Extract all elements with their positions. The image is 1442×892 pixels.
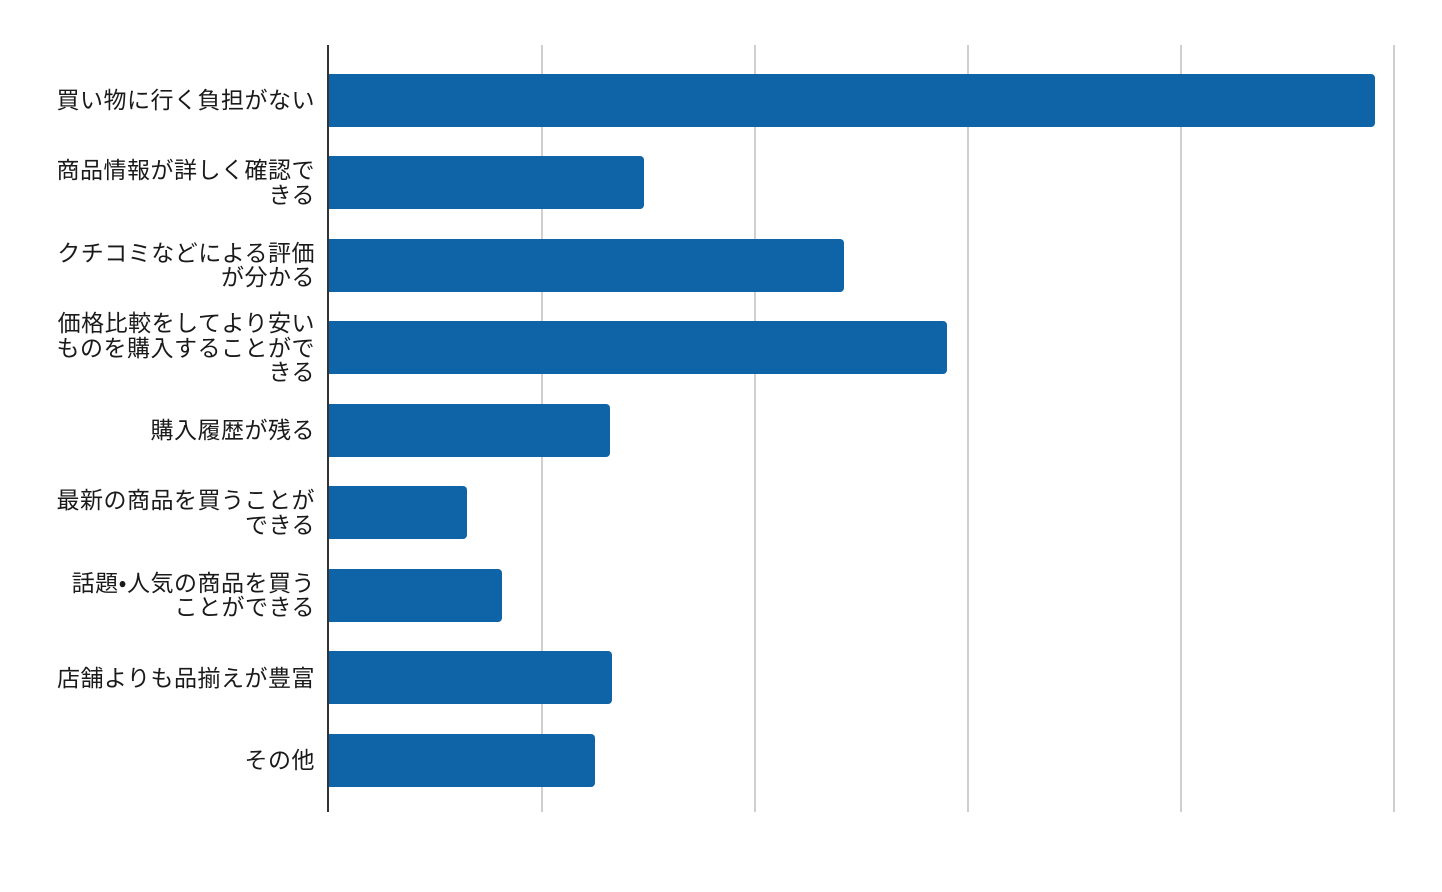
bar-row: 最新の商品を買うことが できる xyxy=(0,472,1394,555)
category-label: 話題・人気の商品を買う ことができる xyxy=(71,569,315,621)
category-label: 最新の商品を買うことが できる xyxy=(56,487,315,538)
gridline xyxy=(1393,45,1395,812)
bar-row: 価格比較をしてより安い ものを購入することがで きる xyxy=(0,307,1394,390)
bar-track xyxy=(329,554,1394,637)
bar-row: 話題・人気の商品を買う ことができる xyxy=(0,554,1394,637)
bar xyxy=(329,568,502,622)
bar xyxy=(329,486,468,540)
bar-row: 購入履歴が残る xyxy=(0,389,1394,472)
bar-track xyxy=(329,472,1394,555)
bar-row: 商品情報が詳しく確認で きる xyxy=(0,142,1394,225)
bar-track xyxy=(329,307,1394,390)
bar-track xyxy=(329,719,1394,802)
bar-rows: 買い物に行く負担がない商品情報が詳しく確認で きる クチコミなどによる評価 が分か… xyxy=(0,59,1394,802)
gridline xyxy=(1180,45,1182,812)
category-label: 価格比較をしてより安い ものを購入することがで きる xyxy=(56,310,315,385)
bar xyxy=(329,403,611,457)
bar-row: 店舗よりも品揃えが豊富 xyxy=(0,637,1394,720)
gridline xyxy=(754,45,756,812)
bar xyxy=(329,651,613,705)
y-axis-line xyxy=(327,45,329,812)
bar-track xyxy=(329,142,1394,225)
bar-row: クチコミなどによる評価 が分かる xyxy=(0,224,1394,307)
bar-track xyxy=(329,59,1394,142)
bar-track xyxy=(329,389,1394,472)
bar xyxy=(329,733,596,787)
bar-track xyxy=(329,224,1394,307)
bar xyxy=(329,156,645,210)
gridline xyxy=(967,45,969,812)
category-label: 商品情報が詳しく確認で きる xyxy=(56,157,315,208)
bar xyxy=(329,73,1375,127)
category-label: 購入履歴が残る xyxy=(150,417,315,443)
bar-track xyxy=(329,637,1394,720)
bar xyxy=(329,238,845,292)
category-label: クチコミなどによる評価 が分かる xyxy=(57,239,315,291)
category-label: その他 xyxy=(244,747,315,773)
category-label: 買い物に行く負担がない xyxy=(56,87,315,113)
bar-row: その他 xyxy=(0,719,1394,802)
bar-row: 買い物に行く負担がない xyxy=(0,59,1394,142)
category-label: 店舗よりも品揃えが豊富 xyxy=(56,664,315,691)
bar xyxy=(329,321,947,375)
